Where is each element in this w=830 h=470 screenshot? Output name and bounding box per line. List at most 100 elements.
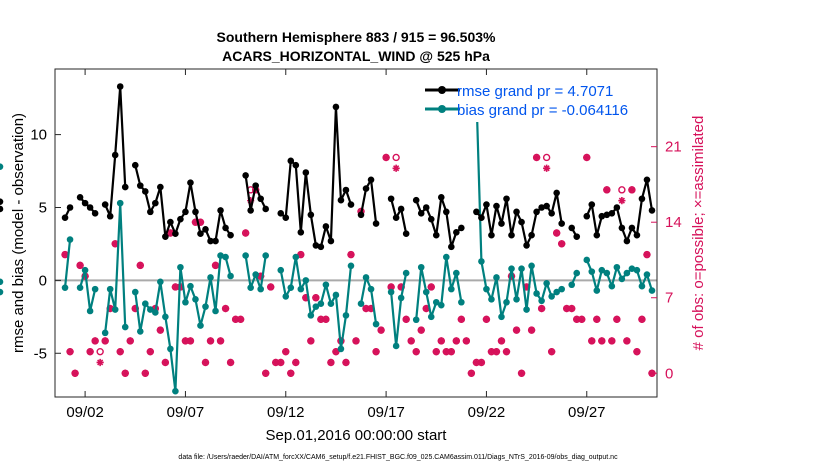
obs-assimilated-marker — [563, 304, 571, 313]
rmse-point — [247, 207, 254, 214]
obs-possible-marker — [618, 186, 626, 194]
rmse-point — [483, 201, 490, 208]
bias-point — [262, 252, 270, 259]
bias-point — [427, 313, 435, 321]
rmse-point — [588, 201, 596, 208]
obs-assimilated-marker — [382, 153, 390, 162]
rmse-point — [362, 185, 370, 192]
bias-point — [302, 277, 310, 284]
bias-point — [613, 263, 621, 271]
rmse-point — [448, 243, 455, 251]
bias-point — [392, 342, 400, 350]
obs-assimilated-marker — [533, 153, 541, 162]
rmse-point — [553, 189, 560, 197]
bias-line — [63, 239, 72, 288]
rmse-point — [147, 208, 154, 216]
rmse-point — [603, 211, 611, 219]
rmse-point — [0, 205, 4, 213]
bias-point — [61, 284, 69, 291]
bias-point — [593, 287, 601, 294]
y-tick-label: 10 — [30, 127, 47, 144]
obs-possible-marker — [392, 153, 400, 162]
rmse-point — [66, 204, 74, 211]
bias-point — [518, 265, 525, 273]
bias-point — [513, 296, 520, 303]
rmse-point — [277, 210, 285, 217]
rmse-point — [583, 212, 591, 220]
obs-assimilated-marker — [593, 315, 601, 323]
obs-assimilated-marker — [457, 315, 465, 323]
bias-point — [257, 285, 264, 293]
obs-assimilated-marker — [196, 218, 205, 226]
rmse-point — [427, 215, 435, 223]
bias-point — [508, 265, 515, 273]
rmse-point — [202, 226, 209, 233]
obs-assimilated-marker — [221, 304, 230, 313]
legend-box — [420, 78, 650, 122]
obs-assimilated-marker — [643, 250, 651, 259]
bias-point — [643, 271, 651, 278]
obs-possible-marker — [542, 153, 551, 162]
obs-assimilated-marker — [548, 348, 556, 356]
rmse-point — [307, 211, 315, 219]
obs-assimilated-marker — [573, 315, 581, 323]
bias-point — [0, 278, 4, 286]
rmse-point — [192, 208, 199, 216]
rmse-point — [392, 214, 400, 221]
bias-point — [227, 272, 234, 280]
bias-point — [573, 269, 581, 277]
bias-point — [367, 285, 375, 293]
obs-assimilated-marker — [71, 369, 79, 377]
bias-point — [327, 300, 335, 308]
y2-tick-label: 21 — [665, 139, 682, 156]
rmse-point — [116, 83, 124, 90]
obs-assimilated-marker — [588, 337, 596, 345]
bias-point — [182, 298, 189, 306]
obs-assimilated-marker — [146, 348, 154, 356]
bias-point — [583, 256, 591, 264]
rmse-point — [598, 212, 606, 220]
obs-assimilated-marker — [638, 315, 646, 323]
obs-assimilated-marker — [633, 348, 641, 356]
obs-assimilated-marker — [397, 283, 405, 291]
obs-assimilated-marker — [166, 229, 174, 237]
rmse-point — [643, 176, 651, 184]
obs-assimilated-marker — [247, 197, 255, 205]
obs-assimilated-marker — [216, 337, 225, 345]
obs-assimilated-marker — [522, 283, 531, 291]
bias-point — [86, 307, 94, 315]
obs-assimilated-marker — [287, 369, 295, 377]
bias-point — [402, 269, 410, 277]
obs-assimilated-marker — [76, 261, 84, 269]
bias-point — [317, 300, 325, 308]
rmse-line — [359, 178, 378, 224]
bias-point — [106, 285, 114, 293]
obs-assimilated-marker — [206, 337, 215, 345]
bias-point — [568, 281, 576, 289]
obs-assimilated-marker — [492, 348, 501, 356]
obs-assimilated-marker — [402, 315, 410, 323]
rmse-point — [162, 233, 169, 240]
rmse-point — [86, 204, 94, 211]
rmse-point — [633, 231, 641, 239]
obs-assimilated-marker — [472, 358, 480, 367]
obs-assimilated-marker — [442, 348, 450, 356]
bias-point — [157, 278, 164, 286]
rmse-point — [142, 188, 149, 195]
bias-point — [412, 316, 420, 324]
obs-assimilated-marker — [422, 304, 430, 313]
rmse-point — [327, 237, 335, 245]
bias-point — [372, 320, 380, 328]
obs-assimilated-marker — [237, 315, 245, 323]
rmse-point — [287, 157, 295, 165]
obs-assimilated-marker — [452, 337, 460, 345]
obs-assimilated-marker — [91, 337, 99, 345]
rmse-line — [390, 198, 408, 234]
bias-point — [287, 284, 295, 291]
rmse-point — [473, 208, 480, 216]
rmse-point — [252, 182, 259, 189]
obs-assimilated-marker — [568, 304, 576, 313]
obs-assimilated-marker — [608, 337, 616, 345]
obs-assimilated-marker — [387, 283, 395, 291]
obs-assimilated-marker — [277, 358, 285, 367]
